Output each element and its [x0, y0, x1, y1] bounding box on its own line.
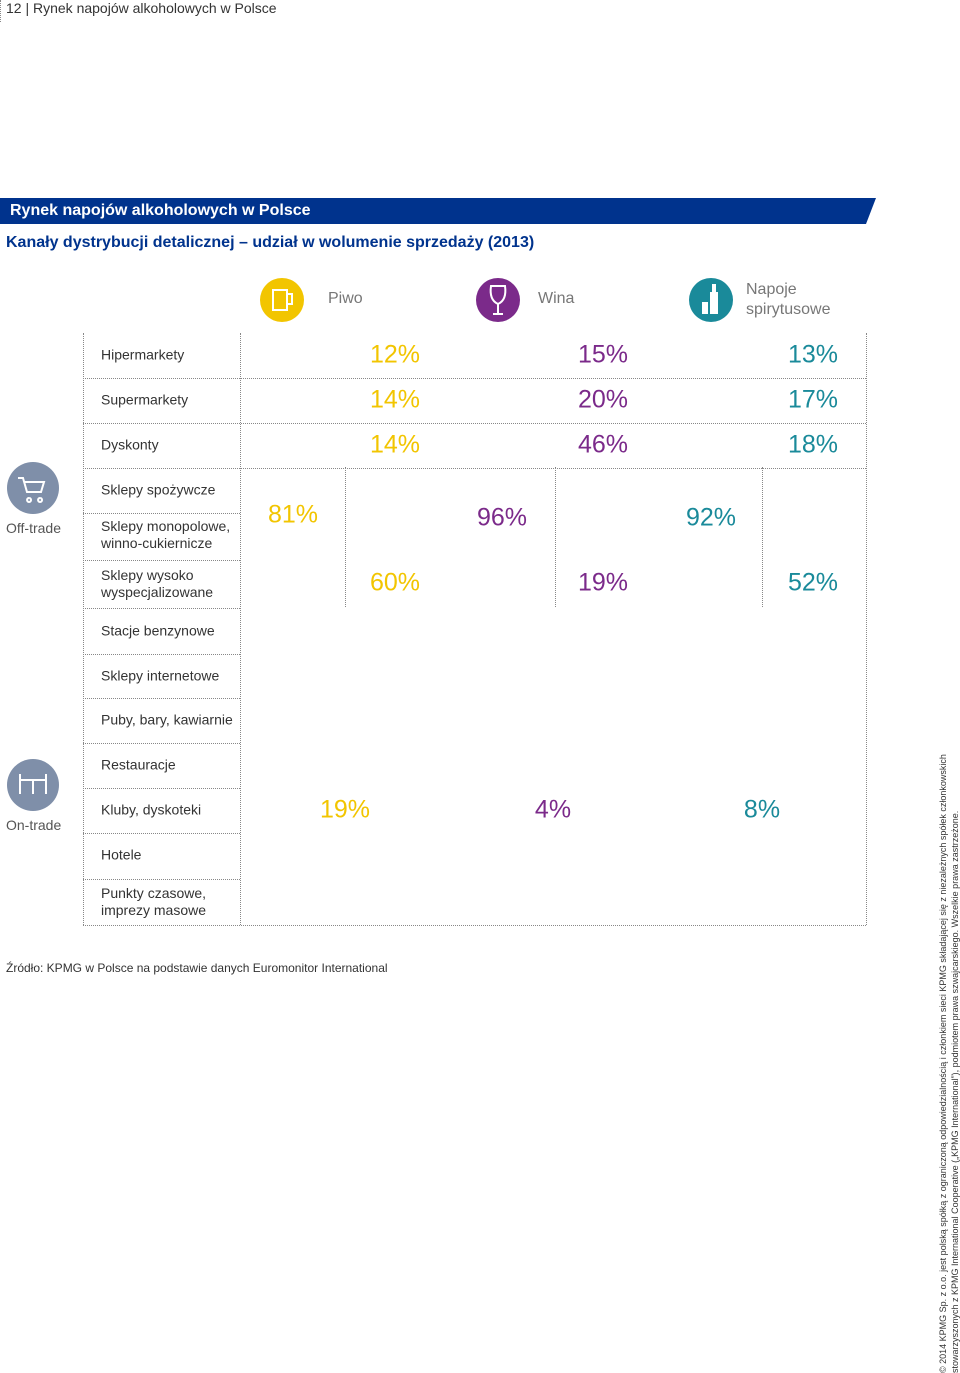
- cell-value: 17%: [787, 385, 838, 414]
- row-divider: [83, 832, 240, 834]
- banner-bg: [0, 198, 876, 224]
- divider: [866, 333, 867, 925]
- divider: [762, 467, 763, 607]
- row-label: Kluby, dyskoteki: [101, 801, 202, 818]
- cell-value: 60%: [369, 568, 420, 597]
- cell-value: 19%: [319, 795, 371, 824]
- row-divider: [83, 377, 866, 379]
- column-header: Piwo: [328, 290, 363, 307]
- row-label: Sklepy spożywcze: [101, 481, 216, 498]
- cell-value: 81%: [268, 500, 319, 529]
- row-label: Hipermarkety: [101, 346, 185, 363]
- row-divider: [83, 878, 240, 880]
- cell-value: 20%: [577, 385, 628, 414]
- row-label: Supermarkety: [101, 391, 189, 408]
- row-divider: [83, 653, 240, 655]
- column-header: Napoje spirytusowe: [746, 281, 831, 318]
- row-divider: [83, 787, 240, 789]
- page-number: 12: [6, 0, 22, 16]
- cell-value: 13%: [787, 340, 838, 369]
- divider: [240, 333, 241, 925]
- copyright-line: © 2014 KPMG Sp. z o.o. jest polską spółk…: [938, 754, 948, 1373]
- row-divider: [83, 698, 240, 699]
- column-header: Wina: [538, 290, 575, 307]
- row-divider: [83, 467, 866, 469]
- divider: [345, 467, 346, 607]
- row-divider: [83, 422, 866, 424]
- row-divider: [83, 607, 240, 609]
- cell-value: 14%: [369, 430, 420, 459]
- cell-value: 52%: [787, 568, 838, 597]
- cell-value: 92%: [686, 503, 737, 532]
- row-label: Punkty czasowe, imprezy masowe: [101, 885, 207, 918]
- group-label: Off-trade: [6, 520, 61, 536]
- divider: [83, 333, 84, 925]
- cell-value: 96%: [477, 503, 528, 532]
- source: Źródło: KPMG w Polsce na podstawie danyc…: [6, 961, 388, 975]
- header-rule: [0, 0, 1, 22]
- row-label: Sklepy wysoko wyspecjalizowane: [101, 567, 214, 600]
- page-header: 12 | Rynek napojów alkoholowych w Polsce: [6, 0, 277, 16]
- cell-value: 12%: [369, 340, 420, 369]
- header-title: Rynek napojów alkoholowych w Polsce: [33, 0, 277, 16]
- row-label: Dyskonty: [101, 436, 159, 453]
- cell-value: 4%: [534, 795, 572, 824]
- cell-value: 8%: [743, 795, 781, 824]
- row-label: Stacje benzynowe: [101, 622, 215, 639]
- row-divider: [83, 742, 240, 744]
- row-divider: [83, 559, 240, 561]
- row-divider: [83, 512, 240, 514]
- copyright-line: stowarzyszonych z KPMG International Coo…: [950, 810, 960, 1373]
- cell-value: 18%: [787, 430, 838, 459]
- subtitle: Kanały dystrybucji detalicznej – udział …: [6, 234, 535, 251]
- divider: [83, 925, 866, 926]
- cell-value: 19%: [577, 568, 628, 597]
- cell-value: 14%: [369, 385, 420, 414]
- cell-value: 15%: [577, 340, 628, 369]
- group-label: On-trade: [6, 817, 62, 833]
- divider: [555, 467, 556, 607]
- icons: [7, 278, 733, 811]
- cell-value: 46%: [577, 430, 628, 459]
- row-label: Sklepy internetowe: [101, 667, 220, 684]
- row-label: Hotele: [101, 846, 142, 863]
- row-label: Sklepy monopolowe, winno-cukiernicze: [101, 518, 231, 551]
- copyright: © 2014 KPMG Sp. z o.o. jest polską spółk…: [937, 754, 960, 1373]
- row-label: Puby, bary, kawiarnie: [101, 711, 233, 728]
- row-label: Restauracje: [101, 756, 176, 773]
- banner: Rynek napojów alkoholowych w Polsce: [10, 202, 311, 219]
